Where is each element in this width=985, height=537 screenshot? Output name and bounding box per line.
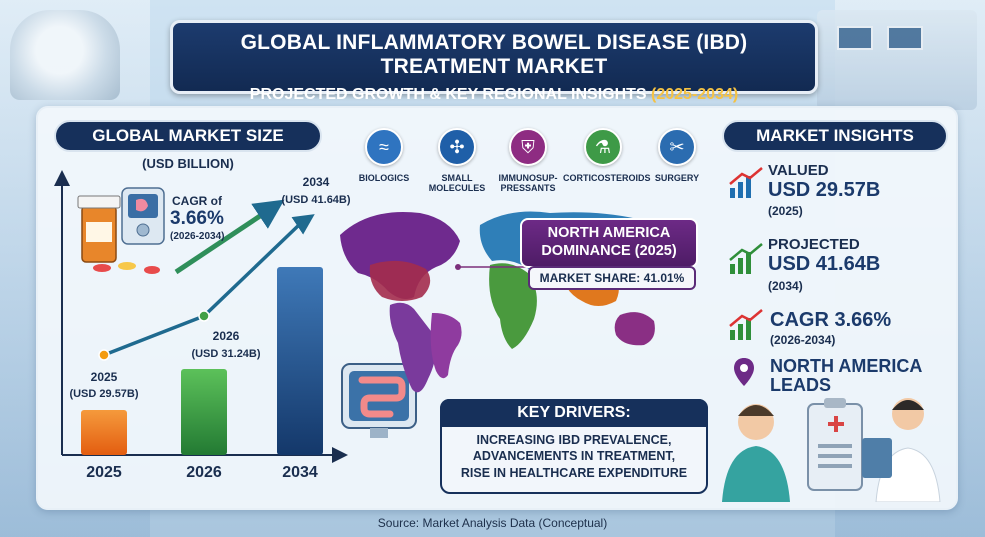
- mri-scanner-image: [10, 10, 120, 100]
- lab-scene-image: [817, 10, 977, 110]
- x-tick-label: 2026: [186, 464, 222, 481]
- flask-icon: ⚗: [584, 128, 622, 166]
- projected-label: PROJECTED: [768, 236, 860, 253]
- region-leader: NORTH AMERICA LEADS: [770, 357, 922, 395]
- subtitle-years: (2025-2034): [651, 86, 739, 103]
- shield-icon: ⛨: [509, 128, 547, 166]
- driver-item: INCREASING IBD PREVALENCE,: [476, 433, 672, 447]
- category-biologics: BIOLOGICS: [358, 173, 410, 183]
- data-label-year: 2026: [213, 329, 240, 343]
- market-share-badge: MARKET SHARE: 41.01%: [528, 266, 696, 290]
- region-leader-line: NORTH AMERICA: [770, 356, 923, 376]
- category-corticosteroids: CORTICOSTEROIDS: [563, 173, 651, 183]
- monitor-icon: [887, 26, 923, 50]
- bar-2034: [277, 267, 323, 455]
- trend-point: [198, 310, 210, 322]
- source-note: Source: Market Analysis Data (Conceptual…: [377, 516, 608, 530]
- trend-point: [98, 349, 110, 361]
- cagr-arrow: [174, 199, 285, 275]
- market-size-unit: (USD BILLION): [142, 156, 234, 171]
- growth-chart-icon: [729, 243, 763, 274]
- north-america-callout: NORTH AMERICA DOMINANCE (2025): [520, 218, 698, 268]
- valued-year: (2025): [768, 204, 803, 218]
- monitor-icon: [837, 26, 873, 50]
- driver-item: ADVANCEMENTS IN TREATMENT,: [472, 449, 676, 464]
- data-label-year: 2034: [303, 175, 330, 189]
- cagr-insight-value: CAGR 3.66%: [770, 309, 892, 331]
- region-title: NORTH AMERICA DOMINANCE (2025): [541, 225, 677, 260]
- market-size-heading: GLOBAL MARKET SIZE: [54, 120, 322, 152]
- key-drivers-body: INCREASING IBD PREVALENCE, ADVANCEMENTS …: [442, 432, 706, 481]
- bar-2026: [181, 369, 227, 455]
- data-label-year: 2025: [91, 370, 118, 384]
- trend-line: [103, 214, 315, 357]
- category-surgery: SURGERY: [654, 173, 700, 183]
- bar-2025: [81, 410, 127, 455]
- scalpel-icon: ✂: [658, 128, 696, 166]
- page-title: GLOBAL INFLAMMATORY BOWEL DISEASE (IBD) …: [240, 31, 748, 78]
- location-pin-icon: [734, 358, 754, 386]
- market-insights-heading: MARKET INSIGHTS: [722, 120, 948, 152]
- data-label-value: (USD 41.64B): [281, 194, 350, 206]
- data-label-value: (USD 29.57B): [69, 388, 138, 400]
- valued-label: VALUED: [768, 162, 829, 179]
- medication-illustration: [77, 187, 165, 274]
- molecule-icon: ✣: [438, 128, 476, 166]
- subtitle-text: PROJECTED GROWTH & KEY REGIONAL INSIGHTS: [249, 86, 647, 103]
- cagr-period: (2026-2034): [170, 231, 225, 242]
- title-banner: GLOBAL INFLAMMATORY BOWEL DISEASE (IBD) …: [170, 20, 818, 103]
- patient-doctor-illustration: [722, 398, 941, 502]
- cagr-insight-period: (2026-2034): [770, 333, 836, 347]
- data-label-value: (USD 31.24B): [191, 348, 260, 360]
- projected-value: USD 41.64B: [768, 253, 881, 275]
- cagr-label: CAGR of: [172, 194, 222, 208]
- x-tick-label: 2034: [282, 464, 318, 481]
- region-leader-line: LEADS: [770, 374, 832, 395]
- page-subtitle: PROJECTED GROWTH & KEY REGIONAL INSIGHTS…: [173, 86, 815, 104]
- intestine-monitor-icon: [341, 363, 417, 438]
- x-tick-label: 2025: [86, 464, 122, 481]
- growth-chart-icon: [729, 167, 763, 198]
- category-immunosuppressants: IMMUNOSUP- PRESSANTS: [498, 173, 558, 193]
- key-drivers-box: KEY DRIVERS: INCREASING IBD PREVALENCE, …: [440, 399, 708, 494]
- category-small-molecules: SMALL MOLECULES: [428, 173, 486, 193]
- valued-value: USD 29.57B: [768, 179, 881, 201]
- driver-item: RISE IN HEALTHCARE EXPENDITURE: [460, 465, 688, 480]
- growth-chart-icon: [729, 309, 763, 340]
- dna-icon: ≈: [365, 128, 403, 166]
- projected-year: (2034): [768, 279, 803, 293]
- cagr-value: 3.66%: [170, 208, 224, 229]
- key-drivers-heading: KEY DRIVERS:: [440, 399, 708, 427]
